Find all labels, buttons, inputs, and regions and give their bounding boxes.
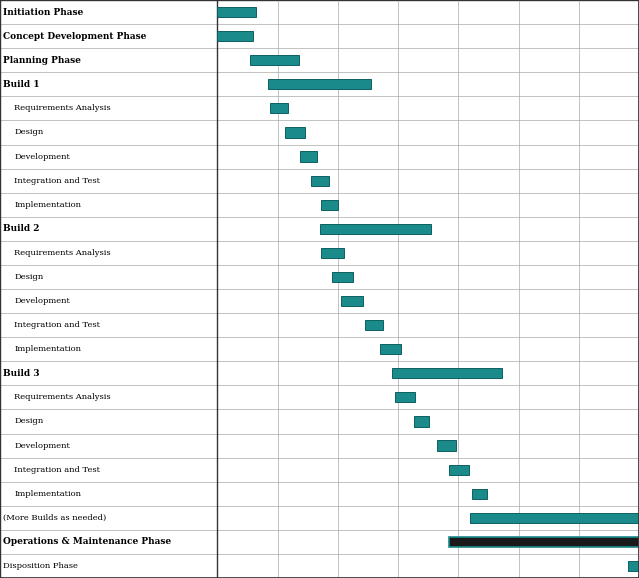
Bar bbox=[0, 554, 639, 578]
Bar bbox=[250, 55, 298, 65]
Text: Operations & Maintenance Phase: Operations & Maintenance Phase bbox=[3, 538, 171, 546]
Bar bbox=[320, 224, 431, 234]
Bar bbox=[0, 72, 639, 97]
Bar bbox=[0, 386, 639, 409]
Text: Development: Development bbox=[14, 297, 70, 305]
Bar bbox=[311, 176, 328, 186]
Bar bbox=[0, 48, 639, 72]
Bar bbox=[0, 530, 639, 554]
Bar bbox=[449, 465, 469, 475]
Bar bbox=[0, 192, 639, 217]
Text: Initiation Phase: Initiation Phase bbox=[3, 8, 84, 17]
Text: Concept Development Phase: Concept Development Phase bbox=[3, 32, 146, 40]
Bar bbox=[0, 241, 639, 265]
Text: Build 1: Build 1 bbox=[3, 80, 40, 89]
Text: Integration and Test: Integration and Test bbox=[14, 321, 100, 329]
Bar bbox=[0, 217, 639, 241]
Bar bbox=[0, 361, 639, 386]
Bar bbox=[449, 537, 639, 547]
Bar bbox=[0, 506, 639, 530]
Text: Requirements Analysis: Requirements Analysis bbox=[14, 394, 111, 401]
Bar bbox=[0, 144, 639, 169]
Bar bbox=[321, 248, 344, 258]
Text: Integration and Test: Integration and Test bbox=[14, 177, 100, 184]
Bar bbox=[0, 409, 639, 434]
Bar bbox=[365, 320, 383, 330]
Text: Implementation: Implementation bbox=[14, 345, 81, 353]
Bar bbox=[628, 561, 639, 571]
Text: (More Builds as needed): (More Builds as needed) bbox=[3, 514, 107, 522]
Bar bbox=[0, 434, 639, 458]
Text: Integration and Test: Integration and Test bbox=[14, 466, 100, 473]
Bar bbox=[217, 31, 254, 41]
Text: Planning Phase: Planning Phase bbox=[3, 55, 81, 65]
Bar bbox=[0, 169, 639, 192]
Bar bbox=[470, 513, 639, 523]
Text: Disposition Phase: Disposition Phase bbox=[3, 562, 78, 570]
Bar bbox=[0, 0, 639, 24]
Text: Implementation: Implementation bbox=[14, 490, 81, 498]
Text: Implementation: Implementation bbox=[14, 201, 81, 209]
Bar bbox=[414, 416, 429, 427]
Bar bbox=[0, 265, 639, 289]
Bar bbox=[0, 289, 639, 313]
Bar bbox=[270, 103, 288, 113]
Text: Development: Development bbox=[14, 442, 70, 450]
Text: Build 2: Build 2 bbox=[3, 224, 40, 234]
Bar bbox=[380, 344, 401, 354]
Text: Build 3: Build 3 bbox=[3, 369, 40, 378]
Bar bbox=[341, 296, 363, 306]
Bar bbox=[268, 79, 371, 90]
Bar bbox=[0, 458, 639, 481]
Bar bbox=[395, 392, 415, 402]
Text: Design: Design bbox=[14, 128, 43, 136]
Bar bbox=[0, 97, 639, 120]
Bar bbox=[0, 481, 639, 506]
Bar bbox=[472, 488, 487, 499]
Text: Requirements Analysis: Requirements Analysis bbox=[14, 105, 111, 112]
Text: Design: Design bbox=[14, 417, 43, 425]
Bar bbox=[0, 313, 639, 337]
Bar bbox=[437, 440, 456, 451]
Bar bbox=[0, 337, 639, 361]
Bar bbox=[217, 7, 256, 17]
Text: Requirements Analysis: Requirements Analysis bbox=[14, 249, 111, 257]
Bar bbox=[0, 120, 639, 144]
Bar bbox=[300, 151, 317, 162]
Bar bbox=[0, 24, 639, 48]
Text: Development: Development bbox=[14, 153, 70, 161]
Bar bbox=[392, 368, 502, 379]
Bar bbox=[321, 199, 338, 210]
Bar bbox=[332, 272, 353, 282]
Bar bbox=[285, 127, 305, 138]
Text: Design: Design bbox=[14, 273, 43, 281]
